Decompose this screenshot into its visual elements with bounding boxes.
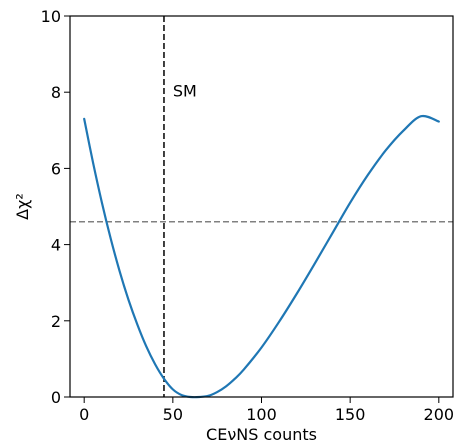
y-tick-label: 8 (51, 83, 61, 102)
series-layer (83, 114, 440, 399)
annotation-label: SM (173, 81, 197, 100)
ticks-layer: 0 50 100 150 200 0 2 4 6 8 10 (41, 7, 454, 424)
x-tick-label: 150 (335, 405, 366, 424)
x-tick-label: 0 (79, 405, 89, 424)
x-tick-label: 100 (246, 405, 277, 424)
y-tick-label: 2 (51, 312, 61, 331)
x-tick-label: 200 (424, 405, 455, 424)
y-tick-label: 0 (51, 388, 61, 407)
x-tick-label: 50 (163, 405, 183, 424)
y-tick-label: 6 (51, 159, 61, 178)
plot-frame (69, 15, 454, 398)
series-line (83, 114, 440, 399)
y-axis-label: Δχ² (13, 193, 32, 220)
annotations-layer: SM (173, 81, 197, 100)
x-axis-label: CEνNS counts (206, 425, 317, 443)
y-tick-label: 10 (41, 7, 61, 26)
reference-lines (70, 16, 453, 397)
y-tick-label: 4 (51, 236, 61, 255)
